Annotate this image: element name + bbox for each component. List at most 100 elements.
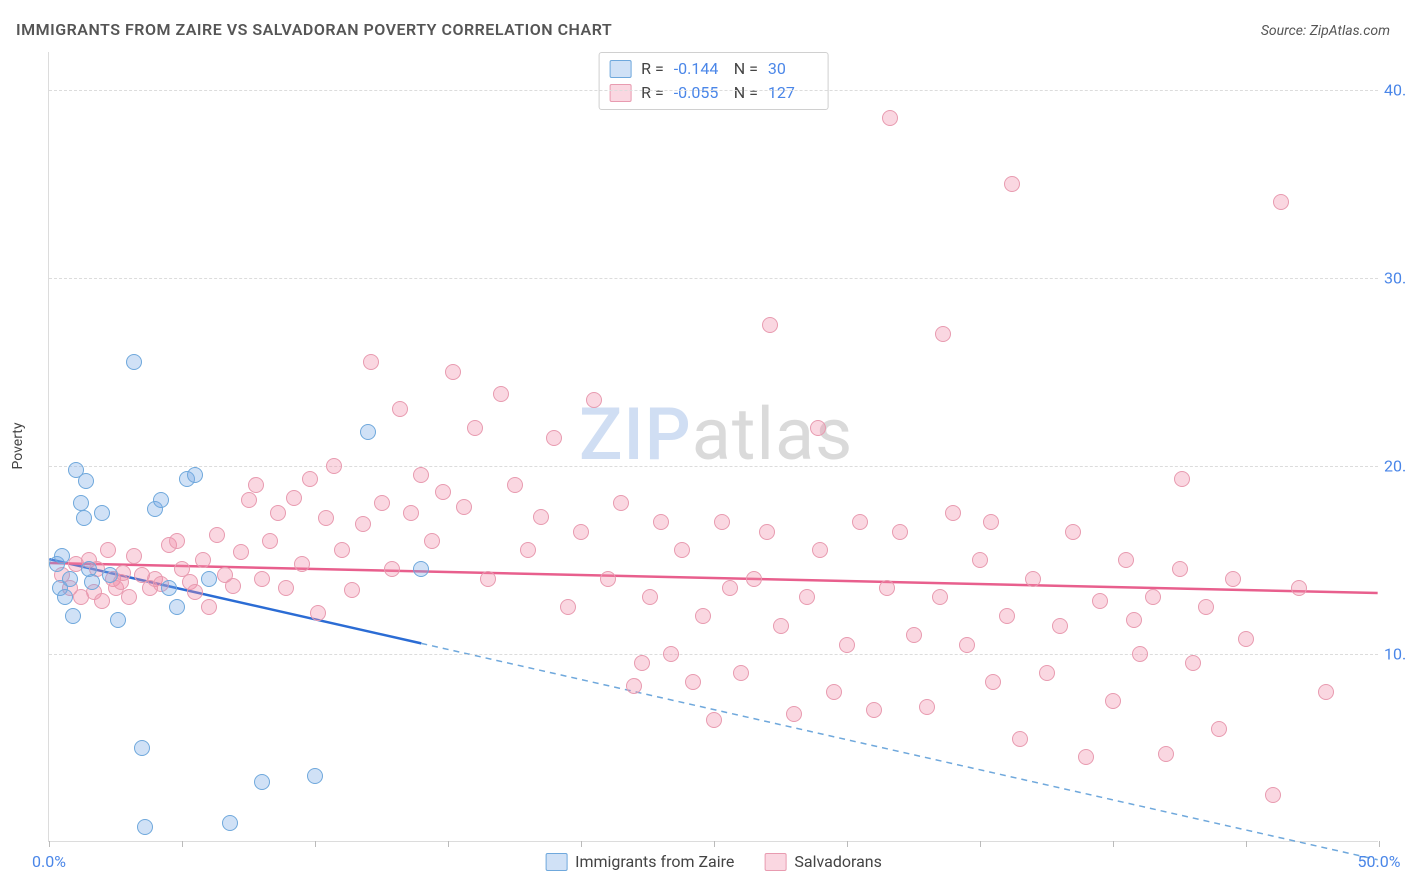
data-point <box>254 774 270 790</box>
data-point <box>1174 471 1190 487</box>
data-point <box>1225 571 1241 587</box>
data-point <box>1012 731 1028 747</box>
data-point <box>467 420 483 436</box>
correlation-legend: R = -0.144 N = 30 R = -0.055 N = 127 <box>598 52 829 110</box>
data-point <box>759 524 775 540</box>
data-point <box>1126 612 1142 628</box>
data-point <box>1105 693 1121 709</box>
x-tick-mark <box>714 841 715 847</box>
data-point <box>195 552 211 568</box>
data-point <box>435 484 451 500</box>
data-point <box>1318 684 1334 700</box>
data-point <box>225 578 241 594</box>
data-point <box>642 589 658 605</box>
data-point <box>62 571 78 587</box>
data-point <box>310 605 326 621</box>
data-point <box>456 499 472 515</box>
data-point <box>78 473 94 489</box>
x-tick-mark <box>1113 841 1114 847</box>
data-point <box>839 637 855 653</box>
data-point <box>546 430 562 446</box>
data-point <box>1052 618 1068 634</box>
grid-line <box>49 466 1378 467</box>
data-point <box>972 552 988 568</box>
data-point <box>573 524 589 540</box>
data-point <box>1273 194 1289 210</box>
data-point <box>278 580 294 596</box>
data-point <box>634 655 650 671</box>
y-tick-label: 20.0% <box>1384 456 1406 475</box>
data-point <box>663 646 679 662</box>
data-point <box>307 768 323 784</box>
x-tick-mark <box>1246 841 1247 847</box>
x-tick-mark <box>448 841 449 847</box>
data-point <box>84 574 100 590</box>
data-point <box>209 527 225 543</box>
data-point <box>882 110 898 126</box>
data-point <box>714 514 730 530</box>
data-point <box>826 684 842 700</box>
x-tick-label: 0.0% <box>32 852 66 871</box>
data-point <box>1004 176 1020 192</box>
data-point <box>94 593 110 609</box>
data-point <box>852 514 868 530</box>
data-point <box>600 571 616 587</box>
data-point <box>626 678 642 694</box>
data-point <box>932 589 948 605</box>
data-point <box>302 471 318 487</box>
data-point <box>254 571 270 587</box>
data-point <box>799 589 815 605</box>
chart-plot-area: ZIPatlas R = -0.144 N = 30 R = -0.055 N … <box>48 52 1378 842</box>
data-point <box>935 326 951 342</box>
data-point <box>100 542 116 558</box>
data-point <box>392 401 408 417</box>
chart-title: IMMIGRANTS FROM ZAIRE VS SALVADORAN POVE… <box>16 20 612 39</box>
x-tick-mark <box>980 841 981 847</box>
data-point <box>76 510 92 526</box>
data-point <box>126 354 142 370</box>
data-point <box>560 599 576 615</box>
data-point <box>1185 655 1201 671</box>
data-point <box>586 392 602 408</box>
x-tick-label: 50.0% <box>1358 852 1401 871</box>
series-legend: Immigrants from Zaire Salvadorans <box>545 852 882 871</box>
x-tick-mark <box>49 841 50 847</box>
legend-item-salvadoran: Salvadorans <box>764 852 881 871</box>
data-point <box>126 548 142 564</box>
data-point <box>493 386 509 402</box>
data-point <box>201 571 217 587</box>
data-point <box>945 505 961 521</box>
swatch-zaire <box>609 60 631 78</box>
x-tick-mark <box>581 841 582 847</box>
data-point <box>983 514 999 530</box>
data-point <box>613 495 629 511</box>
data-point <box>1291 580 1307 596</box>
y-tick-label: 30.0% <box>1384 268 1406 287</box>
data-point <box>137 819 153 835</box>
data-point <box>270 505 286 521</box>
data-point <box>1092 593 1108 609</box>
data-point <box>445 364 461 380</box>
data-point <box>413 561 429 577</box>
x-tick-mark <box>847 841 848 847</box>
data-point <box>65 608 81 624</box>
data-point <box>959 637 975 653</box>
data-point <box>533 509 549 525</box>
data-point <box>879 580 895 596</box>
legend-label-salvadoran: Salvadorans <box>794 852 881 871</box>
data-point <box>866 702 882 718</box>
data-point <box>480 571 496 587</box>
y-axis-label: Poverty <box>10 422 26 469</box>
data-point <box>286 490 302 506</box>
data-point <box>161 580 177 596</box>
data-point <box>233 544 249 560</box>
data-point <box>1238 631 1254 647</box>
data-point <box>187 467 203 483</box>
data-point <box>999 608 1015 624</box>
data-point <box>1158 746 1174 762</box>
data-point <box>1065 524 1081 540</box>
data-point <box>187 584 203 600</box>
legend-row-salvadoran: R = -0.055 N = 127 <box>609 81 818 105</box>
data-point <box>334 542 350 558</box>
data-point <box>810 420 826 436</box>
